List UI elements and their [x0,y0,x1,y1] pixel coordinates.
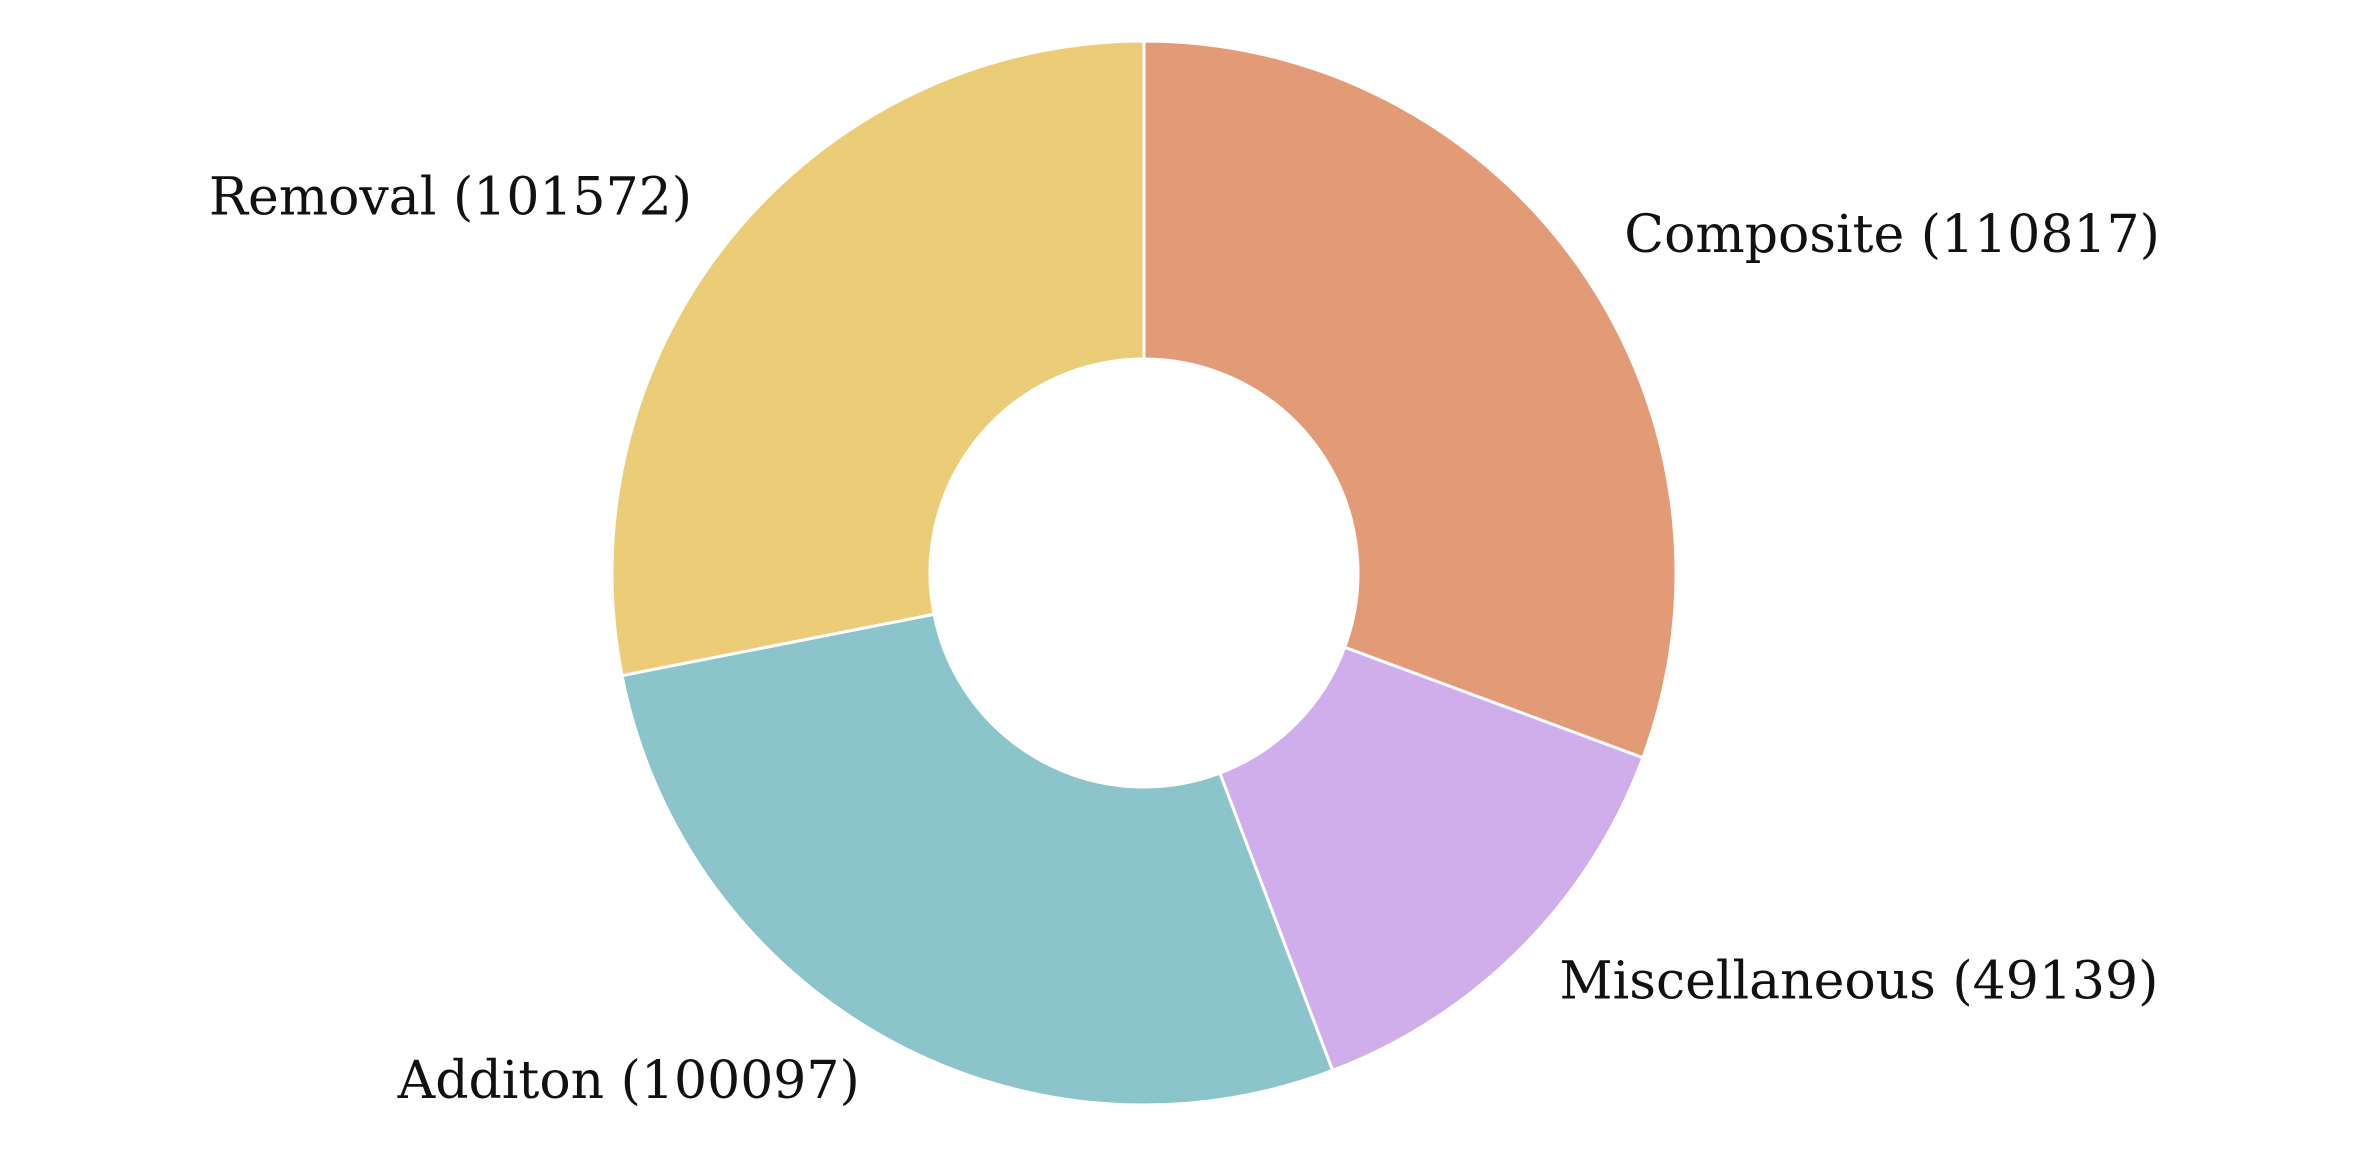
donut-slice [610,39,1146,678]
slice-label: Composite (110817) [1624,205,2160,265]
donut-slice [1217,645,1645,1073]
donut-slice [620,612,1335,1107]
slice-label: Miscellaneous (49139) [1559,952,2158,1012]
donut-slice [1142,39,1678,760]
slice-label: Removal (101572) [209,168,692,228]
slice-label: Additon (100097) [397,1051,860,1111]
